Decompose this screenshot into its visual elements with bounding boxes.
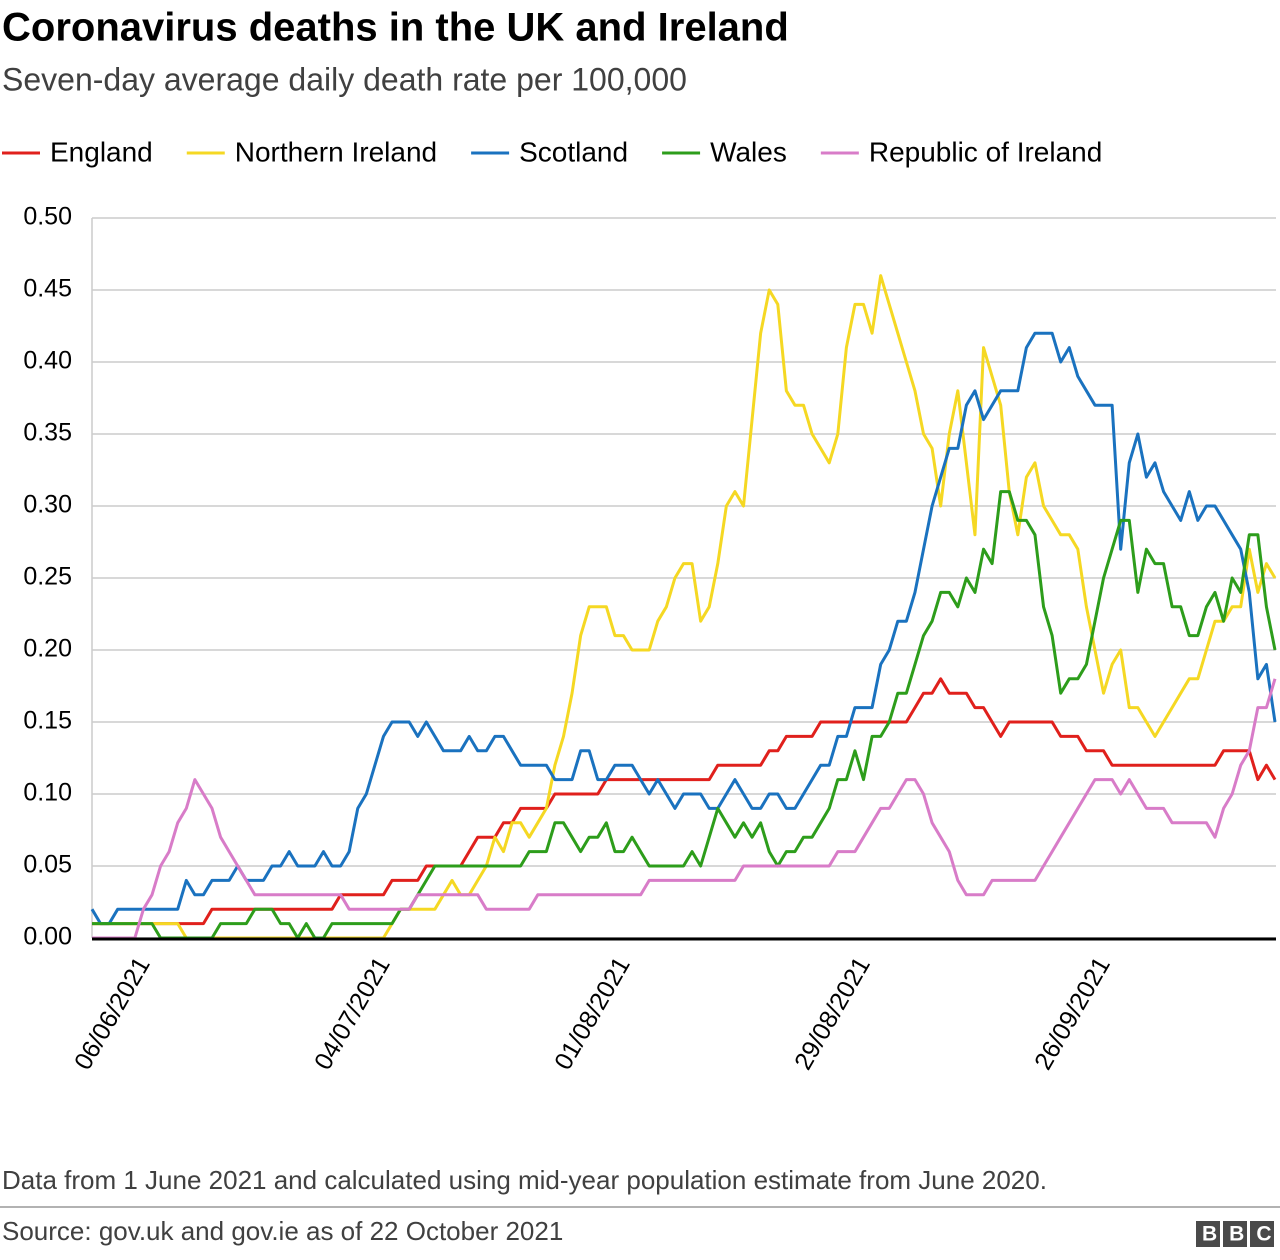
y-tick-label: 0.45 xyxy=(23,275,72,303)
x-tick-label: 04/07/2021 xyxy=(309,952,396,1074)
legend-label: Wales xyxy=(710,136,787,167)
legend-label: Republic of Ireland xyxy=(869,136,1102,167)
footnote: Data from 1 June 2021 and calculated usi… xyxy=(2,1165,1047,1195)
logo-box xyxy=(1196,1221,1220,1247)
y-tick-label: 0.40 xyxy=(23,347,72,375)
y-tick-label: 0.05 xyxy=(23,851,72,879)
x-tick-label: 26/09/2021 xyxy=(1029,952,1116,1074)
y-tick-label: 0.00 xyxy=(23,923,72,951)
series-line xyxy=(90,331,1277,926)
series-line xyxy=(92,490,1277,940)
legend: England Northern Ireland Scotland Wales Repu… xyxy=(2,136,1102,167)
plot xyxy=(90,274,1277,940)
y-tick-label: 0.15 xyxy=(23,707,72,735)
chart-title: Coronavirus deaths in the UK and Ireland xyxy=(2,6,789,50)
y-tick-label: 0.20 xyxy=(23,635,72,663)
source: Source: gov.uk and gov.ie as of 22 Octob… xyxy=(2,1216,563,1246)
legend-label: Northern Ireland xyxy=(235,136,437,167)
x-tick-label: 06/06/2021 xyxy=(69,952,156,1074)
legend-label: Scotland xyxy=(519,136,628,167)
x-tick-label: 29/08/2021 xyxy=(789,952,876,1074)
grid: 0.00 0.05 0.10 0.15 0.20 0.25 0.30 0.35 0.40 0.45… xyxy=(23,203,1276,1075)
logo: BBC xyxy=(1196,1221,1280,1247)
y-tick-label: 0.10 xyxy=(23,779,72,807)
x-tick-label: 01/08/2021 xyxy=(549,952,636,1074)
y-tick-label: 0.50 xyxy=(23,203,72,231)
legend-label: England xyxy=(50,136,153,167)
series-line xyxy=(92,677,1277,926)
series-line xyxy=(92,678,1277,940)
y-tick-label: 0.25 xyxy=(23,563,72,591)
logo-box xyxy=(1223,1221,1247,1247)
logo-text: BBC xyxy=(1202,1223,1280,1246)
logo-box xyxy=(1250,1221,1274,1247)
chart-subtitle: Seven-day average daily death rate per 1… xyxy=(2,61,687,97)
y-tick-label: 0.30 xyxy=(23,491,72,519)
y-tick-label: 0.35 xyxy=(23,419,72,447)
